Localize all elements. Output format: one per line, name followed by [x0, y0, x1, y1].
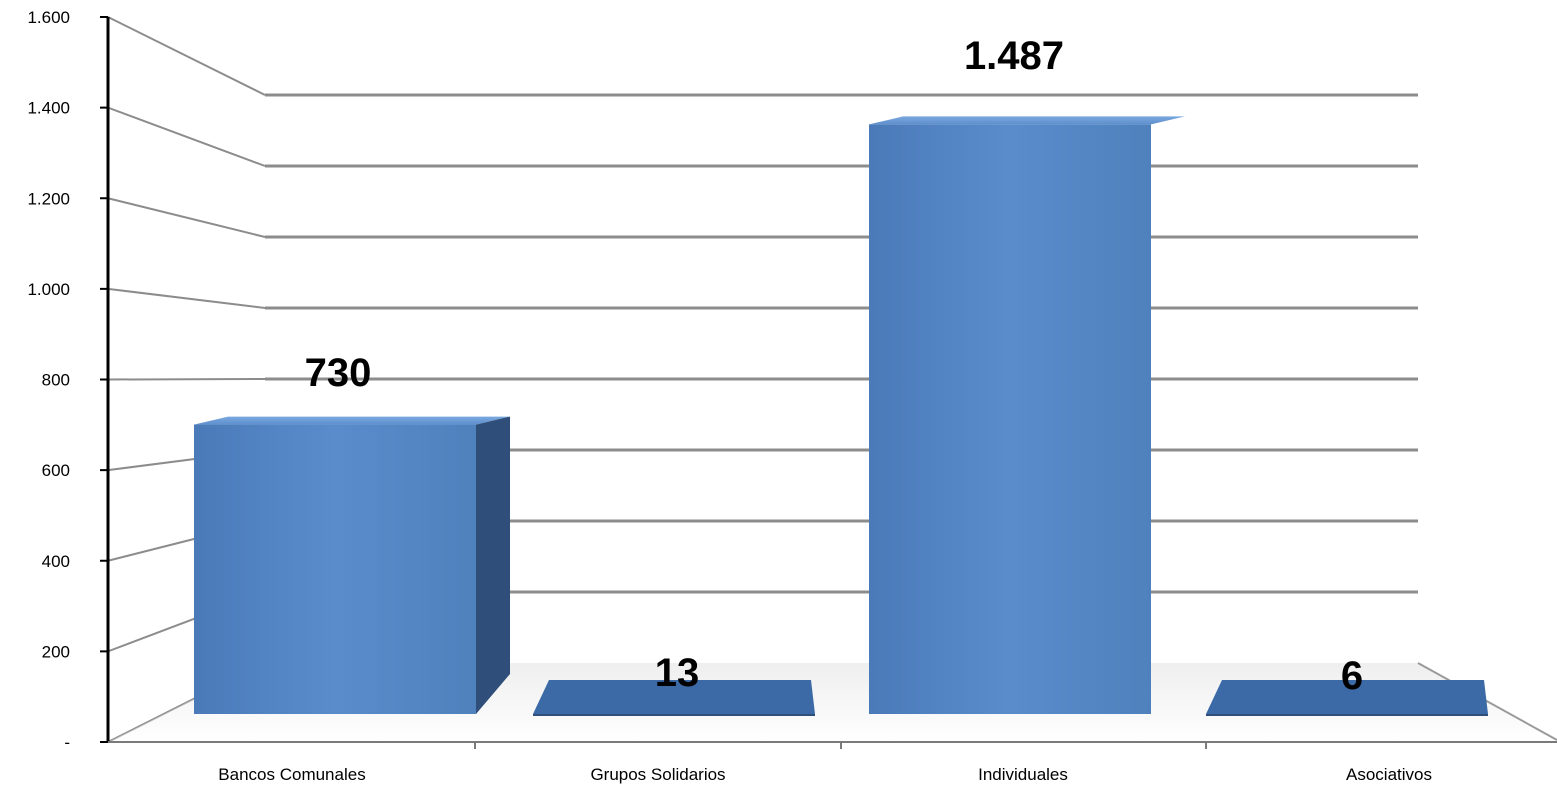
gridline-side-800: [107, 378, 266, 381]
gridline-side-1000: [107, 287, 266, 309]
data-label: 730: [305, 351, 372, 395]
y-tick-label: 400: [42, 552, 70, 571]
bar-3: [1206, 680, 1488, 714]
gridline-side-1400: [107, 106, 266, 167]
bar-top-0: [194, 416, 510, 425]
x-tick-label: Bancos Comunales: [218, 765, 365, 784]
bar-side-0: [476, 416, 510, 714]
y-tick-label: 1.600: [27, 8, 70, 27]
gridline-side-1200: [107, 197, 266, 238]
bar-edge-1: [533, 714, 815, 716]
y-tick-label: -: [64, 733, 70, 752]
y-tick-label: 200: [42, 642, 70, 661]
y-tick-label: 1.200: [27, 189, 70, 208]
bar-edge-3: [1206, 714, 1488, 716]
x-tick-label: Individuales: [978, 765, 1068, 784]
data-label: 13: [655, 651, 700, 695]
x-tick-label: Grupos Solidarios: [590, 765, 725, 784]
bar-2: [869, 124, 1151, 714]
data-label: 1.487: [964, 34, 1064, 78]
data-label: 6: [1341, 654, 1363, 698]
bar-top-2: [869, 116, 1185, 125]
bar-0: [194, 424, 476, 714]
x-tick-label: Asociativos: [1346, 765, 1432, 784]
gridline-side-1600: [107, 16, 266, 96]
y-tick-label: 800: [42, 371, 70, 390]
y-tick-label: 600: [42, 461, 70, 480]
floor-edge-right: [1417, 662, 1557, 741]
y-tick-label: 1.400: [27, 99, 70, 118]
bar-1: [533, 680, 815, 714]
y-tick-label: 1.000: [27, 280, 70, 299]
